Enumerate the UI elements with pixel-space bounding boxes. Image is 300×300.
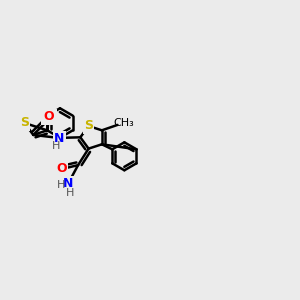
Text: N: N (63, 177, 74, 190)
Text: N: N (54, 132, 64, 145)
Text: S: S (20, 116, 29, 130)
Text: Cl: Cl (42, 110, 56, 123)
Text: H: H (56, 180, 65, 190)
Text: S: S (84, 119, 93, 133)
Text: CH₃: CH₃ (114, 118, 134, 128)
Text: H: H (52, 141, 60, 151)
Text: H: H (65, 188, 74, 198)
Text: O: O (43, 110, 54, 123)
Text: O: O (57, 162, 67, 175)
